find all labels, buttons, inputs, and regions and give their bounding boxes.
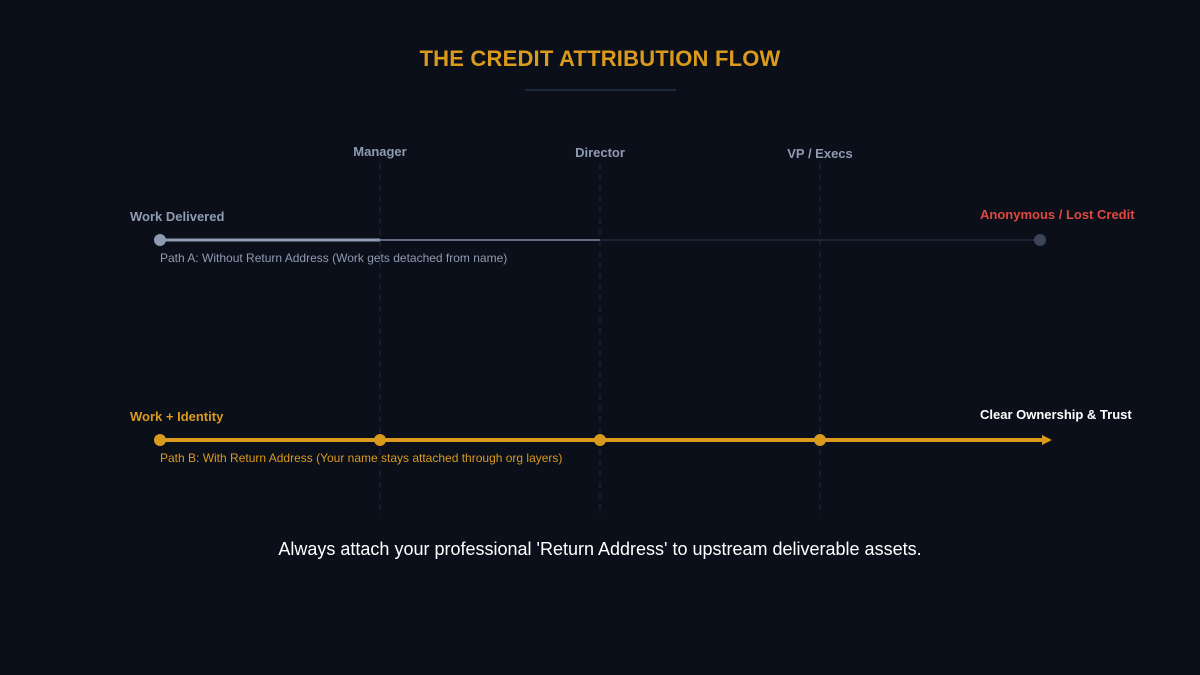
diagram-title: THE CREDIT ATTRIBUTION FLOW	[419, 46, 781, 71]
stage-label-manager: Manager	[353, 144, 407, 159]
path-b-node-manager	[374, 434, 386, 446]
path-b-node-vp	[814, 434, 826, 446]
title-divider	[525, 89, 676, 91]
path-b-end-label: Clear Ownership & Trust	[980, 407, 1132, 422]
stage-label-vp: VP / Execs	[787, 146, 853, 161]
path-b-arrowhead	[1042, 435, 1052, 445]
path-a-caption: Path A: Without Return Address (Work get…	[160, 251, 508, 265]
path-b-caption: Path B: With Return Address (Your name s…	[160, 451, 563, 465]
path-b-start-node	[154, 434, 166, 446]
path-a-end-node	[1034, 234, 1046, 246]
path-a-end-label: Anonymous / Lost Credit	[980, 207, 1135, 222]
path-b-node-director	[594, 434, 606, 446]
path-b-start-label: Work + Identity	[130, 409, 224, 424]
stage-label-director: Director	[575, 145, 625, 160]
path-a-start-node	[154, 234, 166, 246]
path-a-start-label: Work Delivered	[130, 209, 225, 224]
footer-message: Always attach your professional 'Return …	[278, 539, 922, 559]
